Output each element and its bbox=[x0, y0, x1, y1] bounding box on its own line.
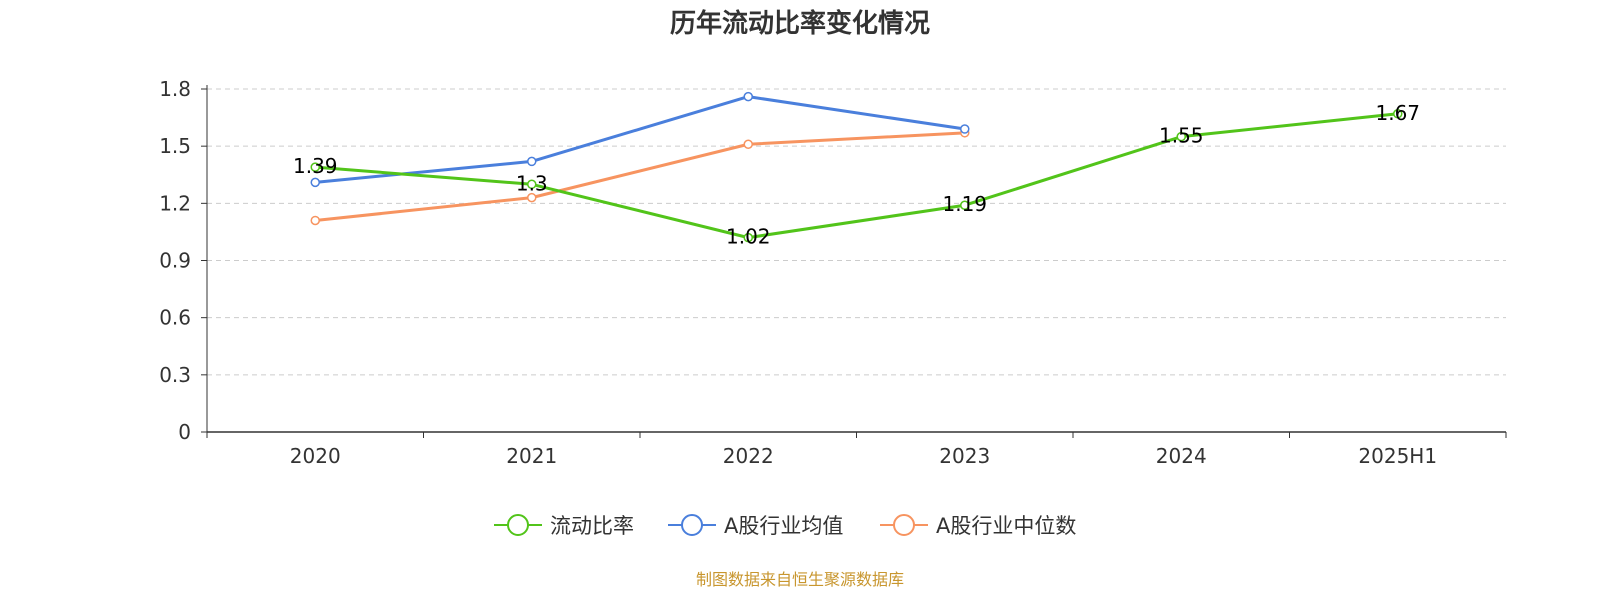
y-tick-label: 1.2 bbox=[159, 191, 191, 215]
data-point bbox=[743, 91, 753, 102]
y-tick-label: 1.8 bbox=[159, 77, 191, 101]
data-point bbox=[1393, 109, 1403, 119]
legend-marker bbox=[681, 514, 703, 536]
legend-label: A股行业中位数 bbox=[936, 514, 1076, 538]
legend-label: 流动比率 bbox=[550, 514, 634, 538]
data-label: 1.3 bbox=[516, 171, 548, 195]
legend-marker bbox=[507, 514, 529, 536]
data-point bbox=[1176, 131, 1186, 142]
data-label: 1.67 bbox=[1375, 101, 1420, 125]
data-label: 1.39 bbox=[293, 154, 338, 178]
series-lines bbox=[310, 91, 1403, 243]
axes: 0 0.3 0.6 0.9 1.2 1.5 1.8 2020 2021 2022 2023 2024 2… bbox=[159, 77, 1507, 468]
source-note: 制图数据来自恒生聚源数据库 bbox=[696, 570, 904, 589]
x-tick-label: 2024 bbox=[1156, 444, 1207, 468]
data-point bbox=[310, 162, 320, 172]
data-point bbox=[310, 215, 320, 226]
x-tick-label: 2023 bbox=[939, 444, 990, 468]
legend-marker bbox=[893, 514, 915, 536]
series-line bbox=[315, 131, 965, 222]
data-point bbox=[960, 124, 970, 134]
data-label: 1.02 bbox=[726, 225, 771, 249]
series-line bbox=[315, 95, 965, 184]
legend-item[interactable]: 流动比率 bbox=[494, 514, 634, 538]
series-line bbox=[315, 112, 1398, 240]
chart-title: 历年流动比率变化情况 bbox=[670, 8, 930, 39]
data-label: 1.19 bbox=[942, 192, 987, 216]
data-labels: 1.39 1.3 1.02 1.19 1.55 1.67 bbox=[293, 101, 1420, 249]
y-tick-label: 0.9 bbox=[159, 249, 191, 273]
grid-lines bbox=[207, 88, 1506, 376]
x-tick-label: 2025H1 bbox=[1358, 444, 1437, 468]
data-point bbox=[527, 192, 537, 203]
legend-item[interactable]: A股行业均值 bbox=[668, 514, 843, 538]
data-point bbox=[527, 156, 537, 167]
x-tick-label: 2022 bbox=[723, 444, 774, 468]
y-tick-label: 0 bbox=[178, 420, 191, 444]
data-point bbox=[743, 139, 753, 150]
data-point bbox=[960, 200, 970, 210]
x-tick-label: 2021 bbox=[506, 444, 557, 468]
data-label: 1.55 bbox=[1159, 124, 1204, 148]
legend-item[interactable]: A股行业中位数 bbox=[880, 514, 1076, 538]
legend[interactable]: 流动比率 A股行业均值 A股行业中位数 bbox=[494, 514, 1076, 538]
y-tick-label: 0.3 bbox=[159, 363, 191, 387]
y-tick-label: 0.6 bbox=[159, 306, 191, 330]
data-point bbox=[310, 177, 320, 188]
data-point bbox=[743, 232, 753, 243]
x-tick-label: 2020 bbox=[290, 444, 341, 468]
y-tick-label: 1.5 bbox=[159, 134, 191, 158]
legend-label: A股行业均值 bbox=[724, 514, 843, 538]
data-point bbox=[527, 179, 537, 190]
